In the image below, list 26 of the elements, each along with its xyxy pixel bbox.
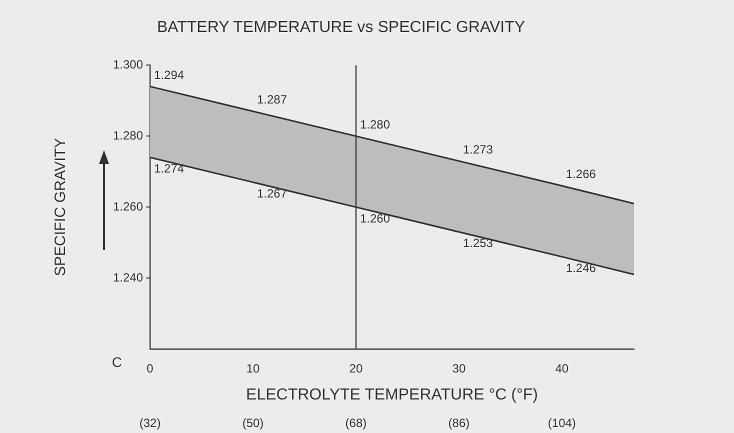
- x-tick-label: 40: [555, 362, 569, 376]
- y-tick-label: 1.240: [113, 270, 144, 284]
- data-label: 1.274: [154, 162, 184, 176]
- data-label: 1.266: [566, 167, 596, 182]
- x-axis-title: ELECTROLYTE TEMPERATURE °C (°F): [246, 386, 538, 404]
- data-label: 1.260: [360, 211, 390, 226]
- x-tick-label: 20: [349, 362, 363, 376]
- x2-tick-label: (86): [448, 416, 470, 430]
- x-tick-label: 0: [146, 362, 154, 376]
- data-label: 1.294: [154, 68, 184, 82]
- x2-tick-label: (32): [139, 416, 161, 430]
- x-tick-label: 10: [246, 362, 260, 376]
- x2-tick-label: (104): [548, 416, 576, 430]
- y-tick-label: 1.280: [113, 128, 144, 142]
- text: C: [112, 354, 122, 370]
- chart-title: BATTERY TEMPERATURE vs SPECIFIC GRAVITY: [156, 19, 526, 36]
- data-label: 1.273: [462, 142, 494, 156]
- y-axis-title: SPECIFIC GRAVITY: [52, 138, 70, 276]
- x-tick-label: 30: [452, 362, 466, 376]
- x2-tick-label: (50): [242, 416, 264, 430]
- data-label: 1.246: [566, 261, 596, 276]
- data-label: 1.287: [257, 92, 288, 107]
- y-tick-label: 1.300: [113, 58, 144, 72]
- x2-tick-label: (68): [345, 416, 367, 430]
- y-tick-label: 1.260: [113, 199, 144, 214]
- data-label: 1.280: [360, 117, 390, 132]
